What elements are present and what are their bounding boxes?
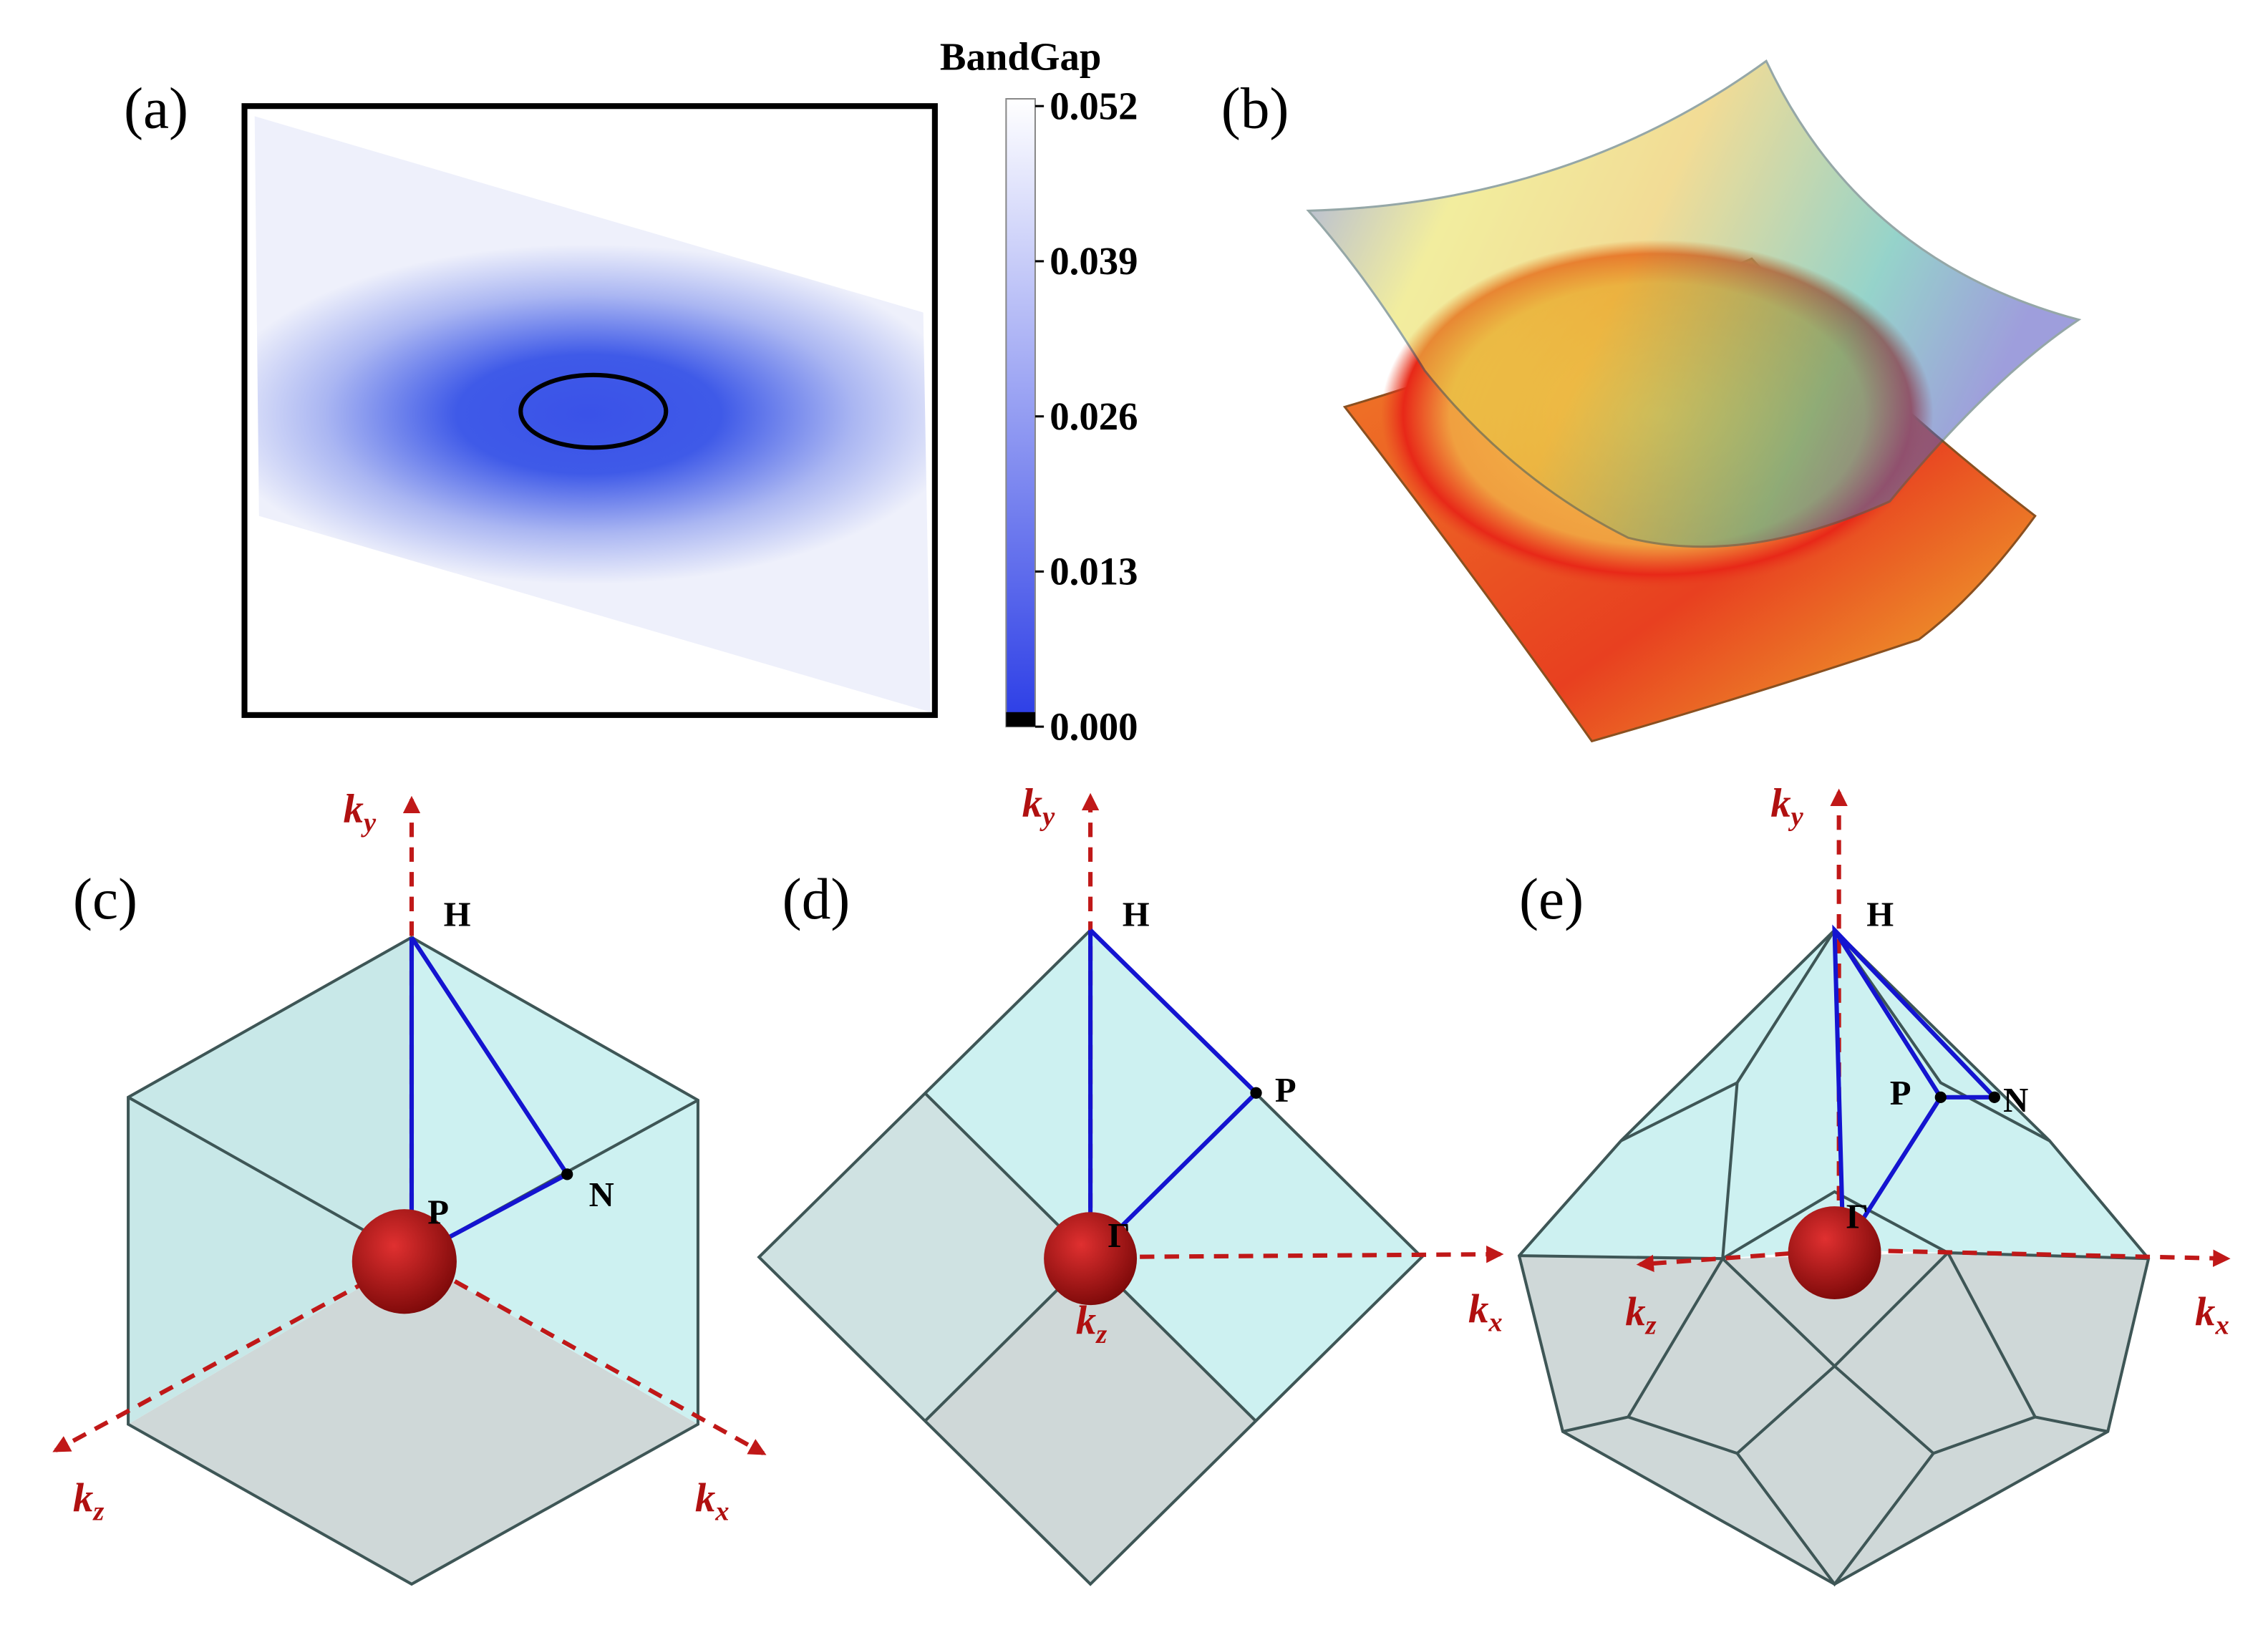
colorbar-zero <box>1006 712 1035 727</box>
fermi-surface <box>1044 1212 1138 1306</box>
axis-label: kz <box>1076 1299 1107 1349</box>
colorbar-title: BandGap <box>940 34 1101 78</box>
point-label: Γ <box>1108 1216 1130 1255</box>
axis-label: kx <box>695 1475 730 1526</box>
fermi-surface <box>352 1209 457 1314</box>
axis-label: ky <box>1770 781 1803 832</box>
zone-edge <box>757 928 1424 1586</box>
point-label: P <box>1275 1071 1297 1110</box>
zone-edge <box>1627 1364 2036 1455</box>
path <box>1088 928 1259 1263</box>
point-label: Γ <box>1846 1198 1869 1236</box>
map-frame <box>241 103 938 718</box>
face <box>1519 930 2149 1259</box>
nodal-ring <box>518 372 669 450</box>
axis <box>1090 1246 1504 1263</box>
gap-map <box>254 116 931 712</box>
path <box>409 936 571 1261</box>
axis-label: kx <box>1468 1287 1503 1338</box>
axis <box>52 1255 413 1452</box>
axis <box>1838 1247 2231 1267</box>
fermi-surface <box>1788 1206 1881 1300</box>
point-label: H <box>1123 895 1150 933</box>
point-label: H <box>444 895 471 933</box>
colorbar <box>1005 98 1036 728</box>
axis-label: kx <box>2195 1290 2229 1341</box>
point-label: P <box>427 1193 449 1231</box>
colorbar-tick-label: 0.013 <box>1050 550 1138 593</box>
colorbar-tick-label: 0.000 <box>1050 704 1138 748</box>
point <box>1988 1091 2001 1103</box>
colorbar-tick-label: 0.039 <box>1050 239 1138 283</box>
panel-label: (c) <box>73 867 137 931</box>
panel-label: (d) <box>782 867 850 931</box>
axis-label: ky <box>344 787 377 838</box>
point <box>561 1168 573 1180</box>
face <box>128 937 412 1425</box>
point-label: P <box>1890 1074 1911 1112</box>
panel-label: (a) <box>124 77 188 141</box>
axis <box>410 1255 767 1455</box>
point <box>1934 1091 1947 1103</box>
colorbar-tick-label: 0.026 <box>1050 394 1138 438</box>
axis-label: kz <box>1625 1290 1656 1341</box>
panel-label: (b) <box>1221 77 1289 141</box>
zone-edge <box>1721 1082 1739 1259</box>
point-label: H <box>1866 895 1894 933</box>
point <box>1250 1087 1262 1099</box>
axis-label: ky <box>1022 781 1055 832</box>
colorbar-tick-label: 0.052 <box>1050 84 1138 127</box>
axis-label: kz <box>73 1475 104 1526</box>
upper-band <box>1306 59 2082 548</box>
face <box>1519 1253 2149 1584</box>
zone-edge <box>1735 1452 1935 1587</box>
panel-label: (e) <box>1519 867 1584 931</box>
point-label: N <box>589 1175 614 1214</box>
point-label: N <box>2003 1081 2028 1120</box>
